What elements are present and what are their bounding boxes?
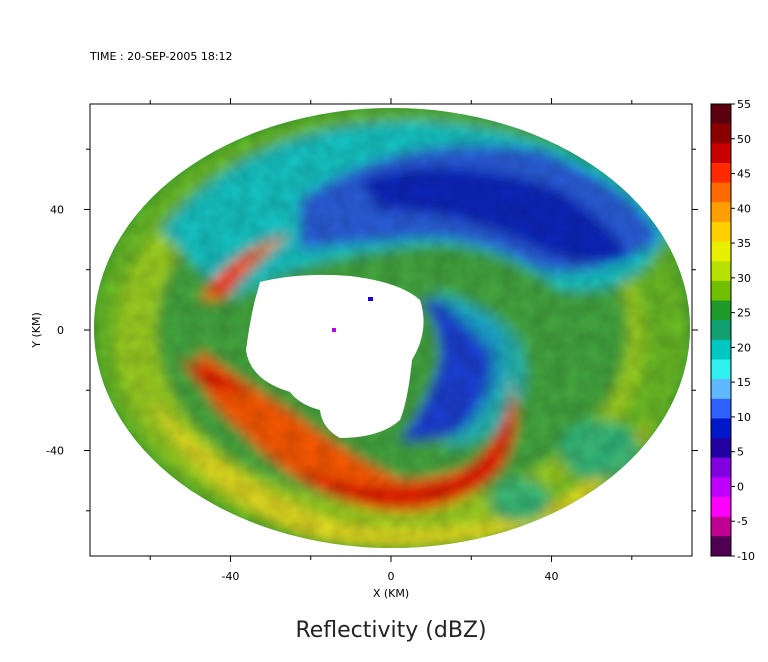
- colorbar-segment: [711, 261, 731, 282]
- colorbar-segment: [711, 339, 731, 360]
- colorbar-tick-label: 45: [737, 168, 751, 181]
- colorbar-segment: [711, 143, 731, 164]
- colorbar-segment: [711, 418, 731, 439]
- colorbar-segment: [711, 379, 731, 400]
- colorbar-segment: [711, 320, 731, 341]
- colorbar-segment: [711, 536, 731, 557]
- colorbar-segment: [711, 104, 731, 125]
- colorbar-frame: [710, 103, 732, 557]
- colorbar-segment: [711, 202, 731, 223]
- colorbar-segment: [711, 241, 731, 262]
- eye-region: [246, 274, 424, 438]
- colorbar-segment: [711, 280, 731, 302]
- colorbar-tick-label: 15: [737, 376, 751, 389]
- colorbar-segment: [711, 182, 731, 203]
- colorbar-segment: [711, 477, 731, 498]
- y-tick-label: 0: [57, 324, 64, 337]
- y-axis-label: Y (KM): [30, 312, 43, 349]
- x-tick-label: 40: [545, 570, 559, 583]
- x-axis-label: X (KM): [373, 587, 409, 600]
- reflectivity-field: [94, 108, 690, 548]
- colorbar-tick-label: 55: [737, 98, 751, 111]
- colorbar-segment: [711, 359, 731, 380]
- axis-ticks: -40 0 40 -40 0 40: [46, 98, 698, 583]
- colorbar-segment: [711, 221, 731, 243]
- colorbar-segment: [711, 438, 731, 459]
- chart-title: Reflectivity (dBZ): [295, 618, 486, 643]
- colorbar-segment: [711, 497, 731, 518]
- y-tick-label: -40: [46, 445, 64, 458]
- colorbar-segment: [711, 162, 731, 184]
- colorbar-tick-label: 5: [737, 446, 744, 459]
- colorbar-segment: [711, 300, 731, 321]
- colorbar-segment: [711, 398, 731, 419]
- colorbar-tick-label: 0: [737, 480, 744, 493]
- colorbar-tick-label: -10: [737, 550, 755, 563]
- colorbar-segment: [711, 516, 731, 537]
- colorbar-tick-label: -5: [737, 515, 748, 528]
- colorbar-tick-label: 35: [737, 237, 751, 250]
- colorbar-tick-label: 50: [737, 133, 751, 146]
- colorbar-tick-label: 10: [737, 411, 751, 424]
- colorbar-tick-label: 20: [737, 341, 751, 354]
- colorbar-tick-label: 25: [737, 307, 751, 320]
- colorbar-tick-label: 30: [737, 272, 751, 285]
- colorbar-segment: [711, 457, 731, 478]
- colorbar-tick-label: 40: [737, 202, 751, 215]
- x-tick-label: 0: [388, 570, 395, 583]
- colorbar-segment: [711, 123, 731, 144]
- x-tick-label: -40: [221, 570, 239, 583]
- y-tick-label: 40: [50, 203, 64, 216]
- time-label: TIME : 20-SEP-2005 18:12: [89, 50, 233, 63]
